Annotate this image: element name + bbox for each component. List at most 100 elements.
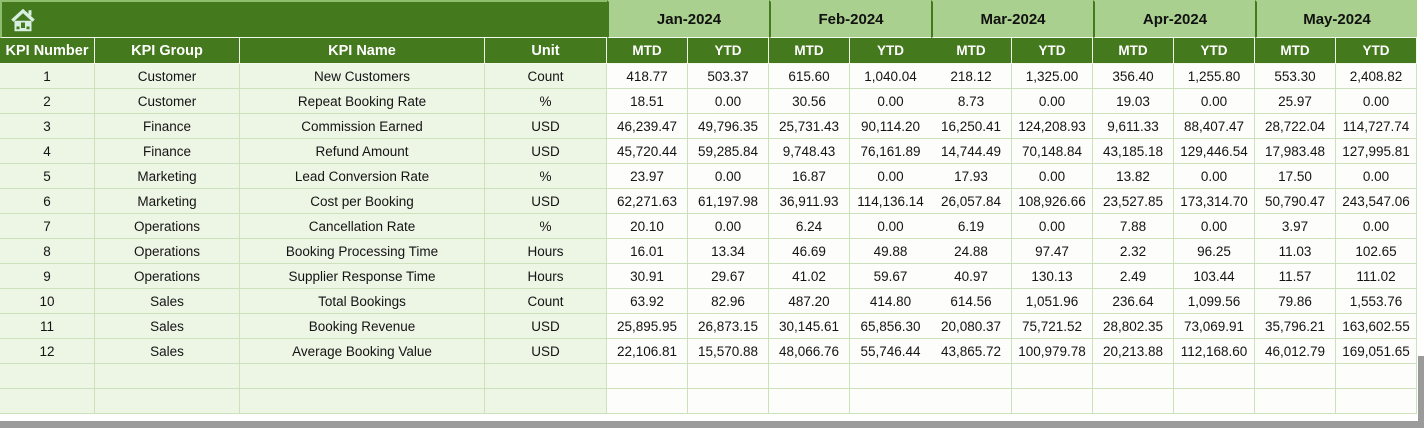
cell-value[interactable]: 18.51 <box>607 89 688 114</box>
cell-kpi-number[interactable]: 10 <box>0 289 95 314</box>
cell-kpi-number[interactable]: 4 <box>0 139 95 164</box>
cell-value[interactable]: 129,446.54 <box>1174 139 1255 164</box>
cell-value[interactable]: 0.00 <box>1174 214 1255 239</box>
cell-value[interactable]: 503.37 <box>688 64 769 89</box>
cell-value[interactable]: 0.00 <box>1336 164 1417 189</box>
cell-empty[interactable] <box>485 364 607 389</box>
cell-kpi-name[interactable]: Total Bookings <box>240 289 485 314</box>
cell-value[interactable]: 11.57 <box>1255 264 1336 289</box>
col-header-kpi-number[interactable]: KPI Number <box>0 38 95 64</box>
sub-header-ytd[interactable]: YTD <box>850 38 931 64</box>
cell-value[interactable]: 8.73 <box>931 89 1012 114</box>
cell-empty[interactable] <box>0 364 95 389</box>
cell-value[interactable]: 114,727.74 <box>1336 114 1417 139</box>
month-header-may-2024[interactable]: May-2024 <box>1255 0 1417 38</box>
cell-value[interactable]: 1,255.80 <box>1174 64 1255 89</box>
cell-value[interactable]: 16,250.41 <box>931 114 1012 139</box>
cell-empty[interactable] <box>240 364 485 389</box>
cell-empty[interactable] <box>850 389 931 414</box>
cell-kpi-group[interactable]: Operations <box>95 264 240 289</box>
cell-empty[interactable] <box>1174 364 1255 389</box>
cell-value[interactable]: 102.65 <box>1336 239 1417 264</box>
cell-value[interactable]: 43,185.18 <box>1093 139 1174 164</box>
cell-value[interactable]: 130.13 <box>1012 264 1093 289</box>
cell-value[interactable]: 0.00 <box>850 89 931 114</box>
cell-value[interactable]: 127,995.81 <box>1336 139 1417 164</box>
cell-kpi-number[interactable]: 12 <box>0 339 95 364</box>
cell-value[interactable]: 41.02 <box>769 264 850 289</box>
cell-value[interactable]: 55,746.44 <box>850 339 931 364</box>
cell-value[interactable]: 76,161.89 <box>850 139 931 164</box>
cell-kpi-number[interactable]: 5 <box>0 164 95 189</box>
cell-value[interactable]: 62,271.63 <box>607 189 688 214</box>
cell-kpi-name[interactable]: Commission Earned <box>240 114 485 139</box>
cell-value[interactable]: 73,069.91 <box>1174 314 1255 339</box>
cell-value[interactable]: 24.88 <box>931 239 1012 264</box>
cell-value[interactable]: 1,051.96 <box>1012 289 1093 314</box>
cell-value[interactable]: 414.80 <box>850 289 931 314</box>
cell-unit[interactable]: % <box>485 164 607 189</box>
cell-value[interactable]: 25,895.95 <box>607 314 688 339</box>
cell-empty[interactable] <box>0 389 95 414</box>
cell-value[interactable]: 1,099.56 <box>1174 289 1255 314</box>
cell-kpi-group[interactable]: Operations <box>95 239 240 264</box>
cell-value[interactable]: 108,926.66 <box>1012 189 1093 214</box>
cell-empty[interactable] <box>850 364 931 389</box>
sub-header-ytd[interactable]: YTD <box>1336 38 1417 64</box>
col-header-unit[interactable]: Unit <box>485 38 607 64</box>
cell-kpi-name[interactable]: New Customers <box>240 64 485 89</box>
cell-kpi-group[interactable]: Customer <box>95 64 240 89</box>
cell-value[interactable]: 26,873.15 <box>688 314 769 339</box>
cell-value[interactable]: 46,239.47 <box>607 114 688 139</box>
cell-empty[interactable] <box>95 364 240 389</box>
cell-value[interactable]: 35,796.21 <box>1255 314 1336 339</box>
home-banner[interactable] <box>0 0 607 38</box>
cell-value[interactable]: 553.30 <box>1255 64 1336 89</box>
cell-value[interactable]: 0.00 <box>688 89 769 114</box>
cell-kpi-number[interactable]: 3 <box>0 114 95 139</box>
cell-value[interactable]: 30,145.61 <box>769 314 850 339</box>
cell-kpi-group[interactable]: Sales <box>95 314 240 339</box>
sub-header-ytd[interactable]: YTD <box>1012 38 1093 64</box>
cell-value[interactable]: 103.44 <box>1174 264 1255 289</box>
cell-value[interactable]: 236.64 <box>1093 289 1174 314</box>
cell-value[interactable]: 20.10 <box>607 214 688 239</box>
cell-kpi-name[interactable]: Booking Processing Time <box>240 239 485 264</box>
cell-value[interactable]: 70,148.84 <box>1012 139 1093 164</box>
cell-value[interactable]: 59.67 <box>850 264 931 289</box>
cell-empty[interactable] <box>240 389 485 414</box>
cell-value[interactable]: 23.97 <box>607 164 688 189</box>
cell-value[interactable]: 100,979.78 <box>1012 339 1093 364</box>
cell-value[interactable]: 418.77 <box>607 64 688 89</box>
sub-header-mtd[interactable]: MTD <box>931 38 1012 64</box>
cell-value[interactable]: 25,731.43 <box>769 114 850 139</box>
cell-kpi-group[interactable]: Operations <box>95 214 240 239</box>
sub-header-ytd[interactable]: YTD <box>688 38 769 64</box>
cell-empty[interactable] <box>485 389 607 414</box>
cell-kpi-group[interactable]: Finance <box>95 114 240 139</box>
cell-value[interactable]: 63.92 <box>607 289 688 314</box>
cell-value[interactable]: 0.00 <box>850 164 931 189</box>
cell-value[interactable]: 0.00 <box>1012 214 1093 239</box>
cell-value[interactable]: 49.88 <box>850 239 931 264</box>
col-header-kpi-name[interactable]: KPI Name <box>240 38 485 64</box>
cell-value[interactable]: 30.56 <box>769 89 850 114</box>
cell-value[interactable]: 6.24 <box>769 214 850 239</box>
cell-value[interactable]: 0.00 <box>1174 164 1255 189</box>
month-header-apr-2024[interactable]: Apr-2024 <box>1093 0 1255 38</box>
cell-empty[interactable] <box>1012 364 1093 389</box>
cell-value[interactable]: 17.93 <box>931 164 1012 189</box>
cell-value[interactable]: 2.32 <box>1093 239 1174 264</box>
cell-value[interactable]: 173,314.70 <box>1174 189 1255 214</box>
cell-empty[interactable] <box>1012 389 1093 414</box>
cell-value[interactable]: 0.00 <box>1174 89 1255 114</box>
cell-value[interactable]: 13.34 <box>688 239 769 264</box>
cell-value[interactable]: 2,408.82 <box>1336 64 1417 89</box>
cell-kpi-number[interactable]: 7 <box>0 214 95 239</box>
cell-value[interactable]: 79.86 <box>1255 289 1336 314</box>
cell-value[interactable]: 615.60 <box>769 64 850 89</box>
month-header-feb-2024[interactable]: Feb-2024 <box>769 0 931 38</box>
cell-value[interactable]: 17.50 <box>1255 164 1336 189</box>
cell-value[interactable]: 14,744.49 <box>931 139 1012 164</box>
sub-header-mtd[interactable]: MTD <box>607 38 688 64</box>
